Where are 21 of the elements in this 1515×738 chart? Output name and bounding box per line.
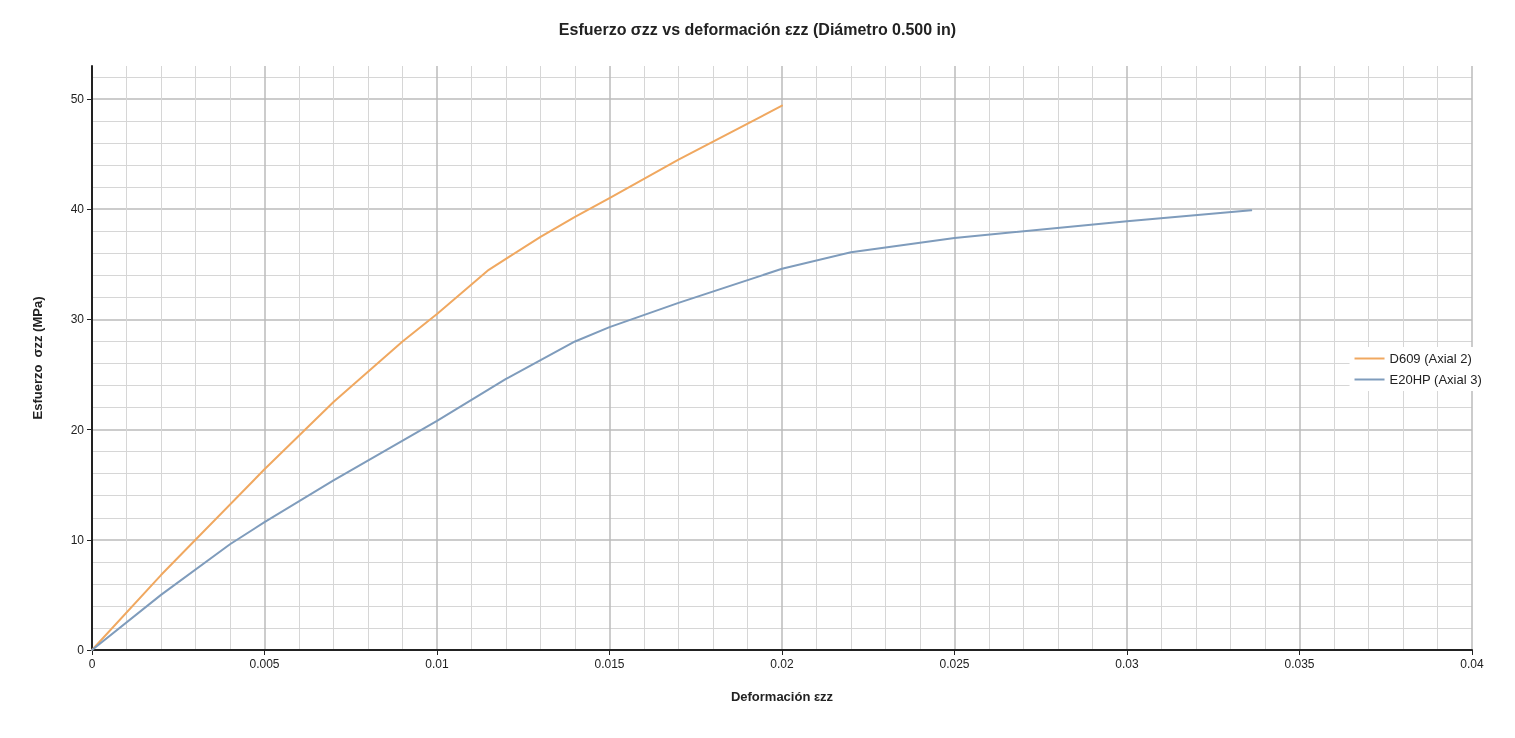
legend-label: D609 (Axial 2) — [1389, 351, 1472, 366]
x-axis-title: Deformación εzz — [730, 689, 834, 704]
y-tick-label: 10 — [70, 532, 85, 547]
x-tick-label: 0 — [88, 657, 96, 671]
line-series — [91, 209, 1253, 651]
x-tick-label: 0.02 — [770, 657, 794, 671]
x-tick-label: 0.025 — [939, 657, 970, 671]
y-tick-label: 0 — [77, 643, 85, 657]
x-tick-label: 0.04 — [1460, 657, 1484, 671]
y-tick-label: 20 — [70, 422, 85, 437]
x-tick-label: 0.035 — [1284, 657, 1315, 671]
y-tick-label: 40 — [70, 202, 85, 217]
y-tick-label: 50 — [70, 92, 85, 107]
x-tick-label: 0.015 — [594, 657, 625, 671]
x-tick-label: 0.005 — [249, 657, 280, 671]
x-tick-label: 0.03 — [1115, 657, 1139, 671]
x-tick-label: 0.01 — [425, 657, 449, 671]
y-tick-label: 30 — [70, 312, 85, 327]
legend-label: E20HP (Axial 3) — [1389, 372, 1482, 387]
y-axis-title: Esfuerzo σzz (MPa) — [30, 296, 45, 420]
chart-title: Esfuerzo σzz vs deformación εzz (Diámetro 0.500 in) — [558, 20, 957, 38]
